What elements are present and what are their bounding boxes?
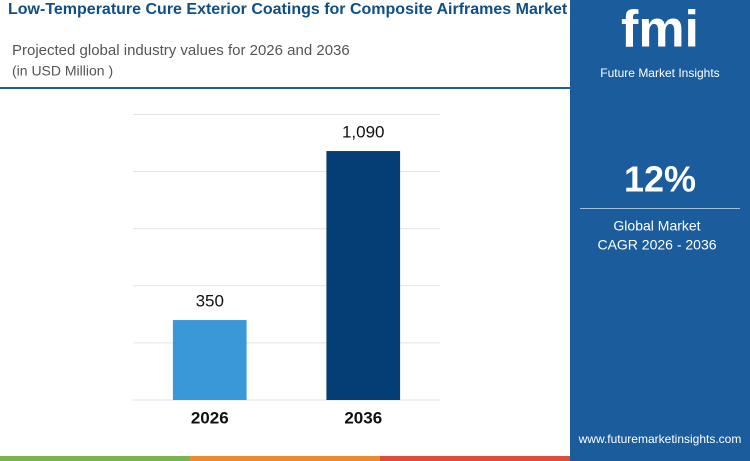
- x-tick-label: 2036: [344, 408, 382, 427]
- subtitle: Projected global industry values for 202…: [12, 42, 350, 59]
- bar: [172, 320, 247, 400]
- side-panel: [570, 0, 750, 456]
- url: www.futuremarketinsights.com: [578, 432, 742, 446]
- separator: [580, 208, 740, 209]
- divider: [0, 87, 570, 89]
- strip: [570, 456, 750, 461]
- cagr-label: Global Market: [613, 218, 700, 234]
- value-label: 350: [196, 292, 224, 311]
- strip: [0, 456, 190, 461]
- cagr-label: CAGR 2026 - 2036: [597, 237, 716, 253]
- strip: [380, 456, 570, 461]
- cagr-value: 12%: [624, 159, 696, 200]
- unit: (in USD Million ): [12, 63, 113, 79]
- x-tick-label: 2026: [191, 408, 229, 427]
- chart-title: Low-Temperature Cure Exterior Coatings f…: [8, 2, 568, 18]
- title-box: Low-Temperature Cure Exterior Coatings f…: [8, 2, 568, 18]
- strip: [190, 456, 380, 461]
- value-label: 1,090: [342, 123, 385, 142]
- logo: fmi: [621, 1, 699, 59]
- bar: [326, 151, 401, 400]
- brand: Future Market Insights: [600, 66, 719, 80]
